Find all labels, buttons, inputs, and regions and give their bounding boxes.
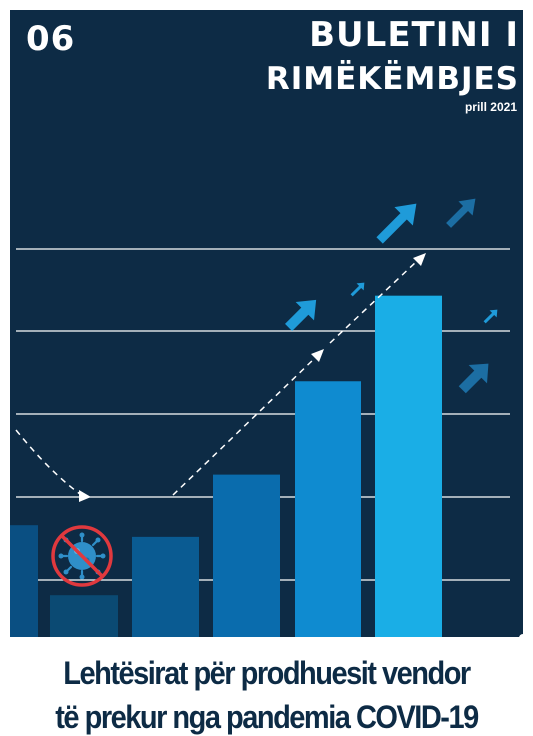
bulletin-title-line2: RIMËKËMBJES bbox=[265, 61, 519, 97]
trend-arrow-icon bbox=[350, 282, 365, 297]
illustration-bar bbox=[295, 381, 361, 638]
trend-line bbox=[15, 253, 426, 502]
trend-arrowhead-down bbox=[79, 490, 91, 502]
trend-arrow-icon bbox=[285, 299, 317, 331]
trend-dash-rise-2 bbox=[329, 261, 417, 344]
headline-line2: të prekur nga pandemia COVID-19 bbox=[55, 700, 479, 736]
trend-dash-down bbox=[15, 429, 81, 495]
issue-date: prill 2021 bbox=[464, 100, 517, 114]
illustration-bar bbox=[375, 295, 442, 638]
headline-line1: Lehtësirat për prodhuesit vendor bbox=[63, 656, 471, 692]
issue-number: 06 bbox=[26, 19, 76, 59]
illustration-bar bbox=[50, 595, 118, 638]
trend-dash-rise-1 bbox=[172, 356, 317, 496]
trend-arrowhead-2 bbox=[413, 253, 426, 266]
trend-arrow-icon bbox=[483, 309, 498, 324]
trend-arrow-icons bbox=[285, 198, 498, 394]
baseline-dot bbox=[519, 634, 527, 642]
illustration-bar bbox=[132, 536, 199, 638]
illustration-bar bbox=[213, 474, 280, 638]
bars-group bbox=[10, 295, 442, 638]
trend-arrow-icon bbox=[446, 198, 476, 228]
illustration-bar bbox=[10, 525, 38, 638]
no-entry-icon bbox=[51, 525, 113, 587]
trend-arrow-icon bbox=[458, 363, 489, 394]
trend-arrowhead-1 bbox=[311, 349, 324, 362]
bulletin-title-line1: BULETINI I bbox=[309, 15, 519, 55]
trend-arrow-icon bbox=[376, 203, 417, 244]
